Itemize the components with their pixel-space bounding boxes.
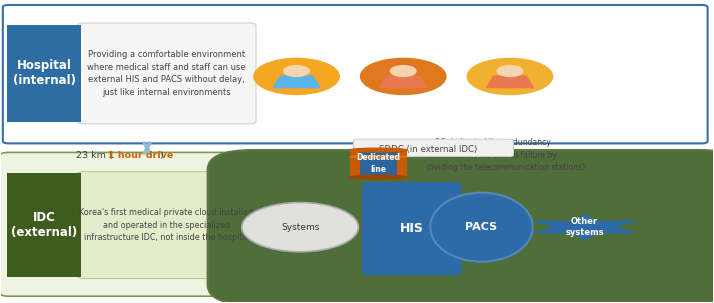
FancyBboxPatch shape (7, 25, 81, 122)
Text: HIS: HIS (400, 222, 423, 235)
Text: ◁ 5G dedicated line redundancy
(minimize issues due to failure by
dividing the t: ◁ 5G dedicated line redundancy (minimize… (427, 138, 585, 172)
Circle shape (283, 66, 309, 76)
FancyBboxPatch shape (78, 23, 256, 124)
FancyBboxPatch shape (360, 150, 396, 177)
Text: ): ) (159, 151, 163, 160)
Circle shape (497, 66, 523, 76)
FancyBboxPatch shape (353, 139, 513, 157)
Circle shape (361, 58, 446, 95)
Ellipse shape (350, 156, 407, 158)
Text: 23 km (: 23 km ( (76, 151, 113, 160)
Text: Hospital
(internal): Hospital (internal) (13, 59, 76, 88)
Polygon shape (380, 76, 427, 88)
FancyBboxPatch shape (78, 171, 256, 278)
Text: Providing a comfortable environment
where medical staff and staff can use
extern: Providing a comfortable environment wher… (87, 50, 246, 97)
Text: PACS: PACS (466, 222, 498, 232)
Text: SDDC (in external IDC): SDDC (in external IDC) (379, 145, 477, 155)
Ellipse shape (431, 193, 533, 262)
FancyBboxPatch shape (350, 150, 360, 177)
Text: Korea's first medical private cloud installed
and operated in the specialized
in: Korea's first medical private cloud inst… (79, 208, 253, 242)
Text: IDC
(external): IDC (external) (11, 211, 77, 239)
Text: 1 hour drive: 1 hour drive (108, 151, 174, 160)
FancyBboxPatch shape (3, 5, 708, 143)
Ellipse shape (350, 175, 407, 179)
FancyBboxPatch shape (7, 173, 81, 277)
FancyBboxPatch shape (396, 150, 407, 177)
FancyBboxPatch shape (208, 150, 714, 303)
Circle shape (254, 58, 339, 95)
Circle shape (391, 66, 416, 76)
Text: Other
systems: Other systems (565, 217, 604, 237)
Polygon shape (273, 76, 320, 88)
Circle shape (467, 58, 553, 95)
FancyBboxPatch shape (362, 182, 461, 275)
Polygon shape (486, 76, 533, 88)
Polygon shape (534, 215, 635, 239)
Ellipse shape (350, 148, 407, 152)
Text: Dedicated
line: Dedicated line (356, 153, 401, 174)
Text: Systems: Systems (281, 223, 319, 232)
FancyBboxPatch shape (0, 152, 710, 296)
Circle shape (242, 202, 358, 252)
